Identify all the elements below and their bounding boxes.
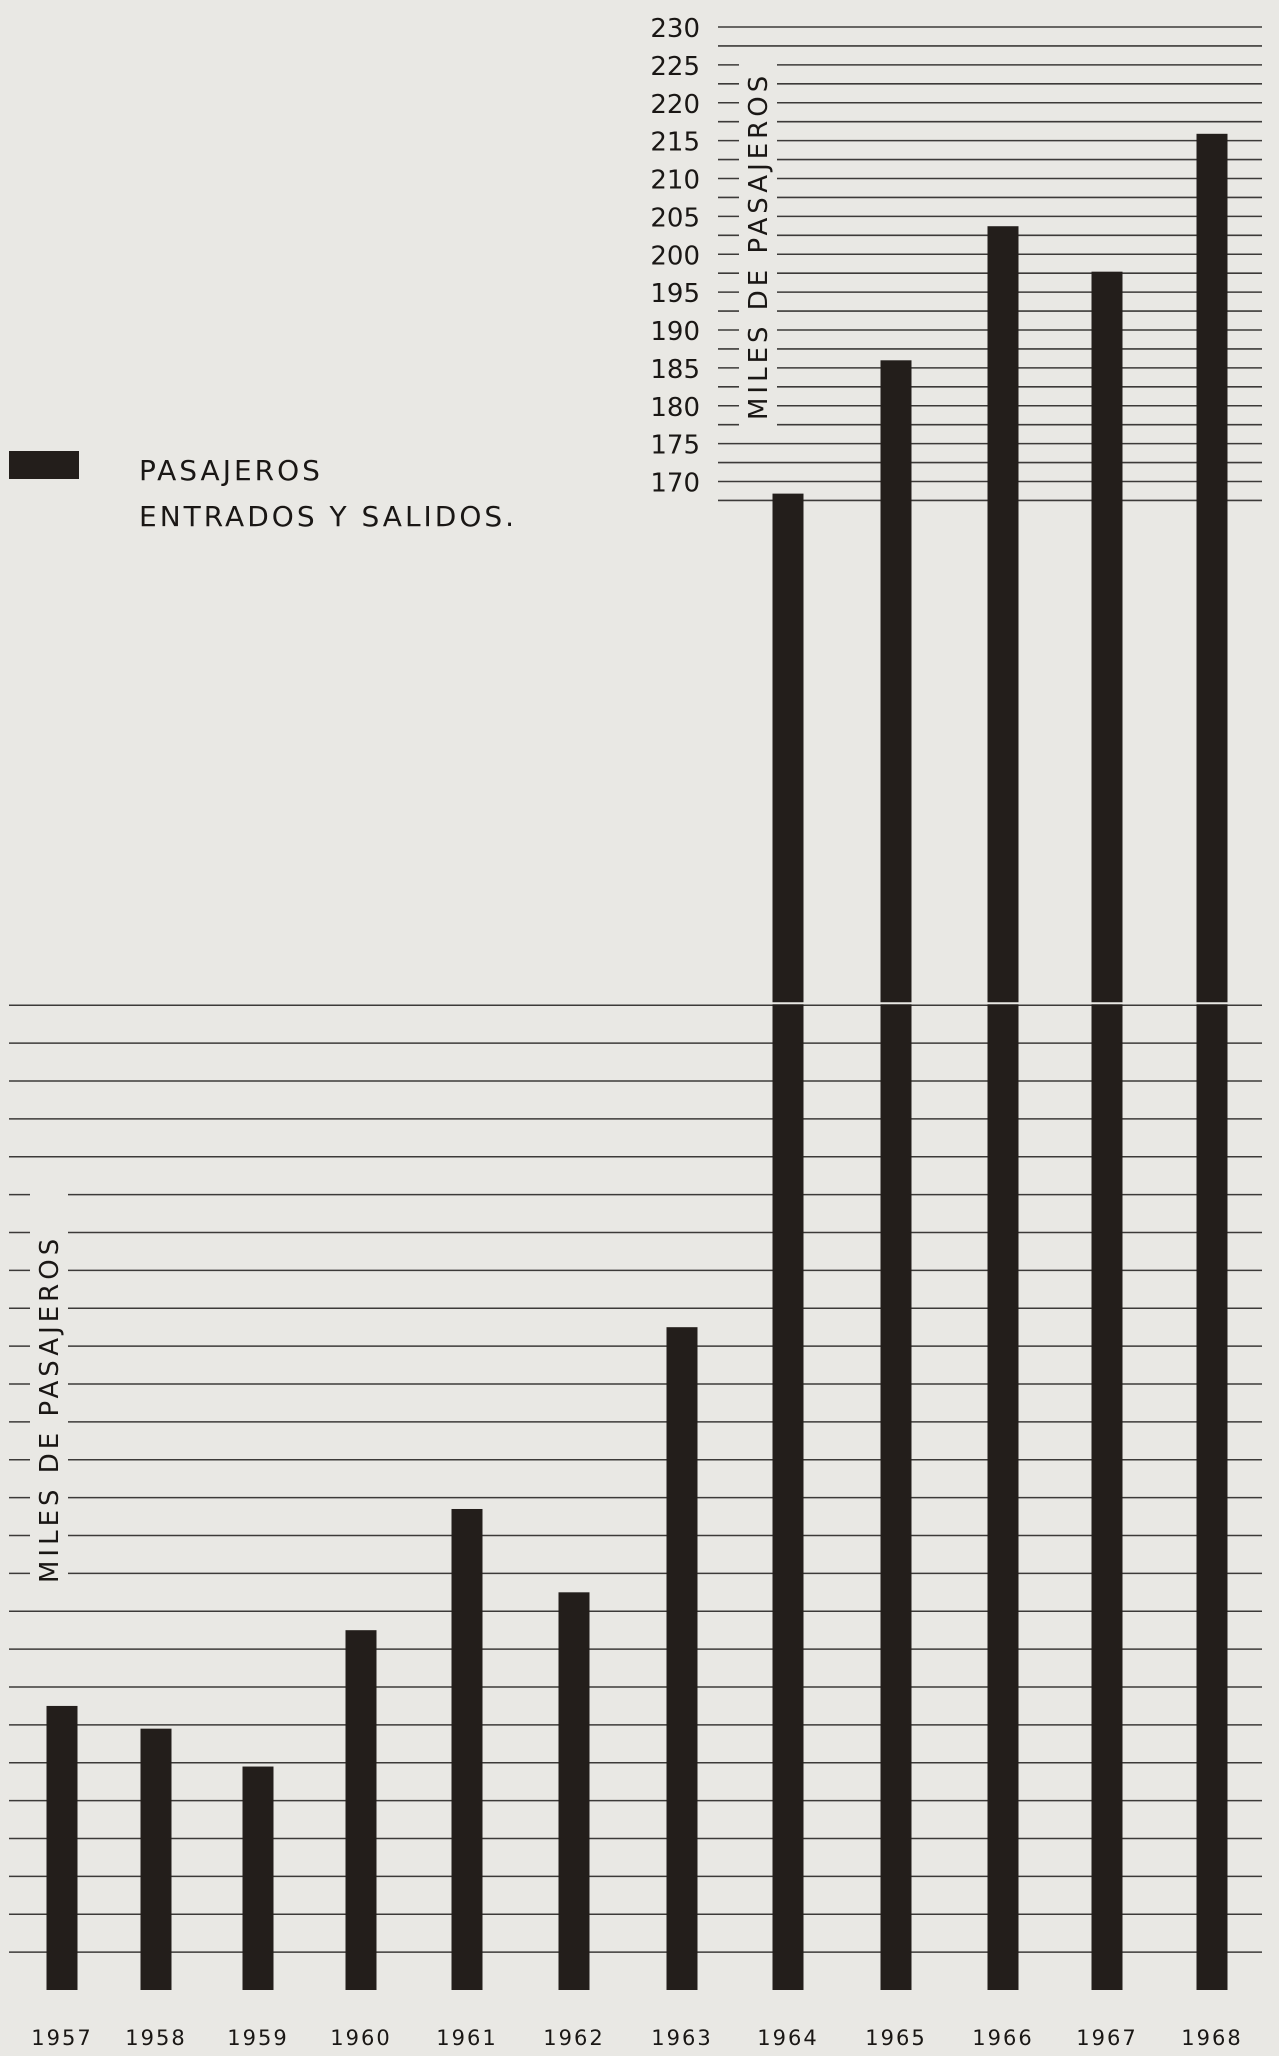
y-tick-label: 215 (650, 128, 700, 158)
y-axis-label-lower: MILES DE PASAJEROS (35, 1235, 65, 1583)
y-tick-label: 185 (650, 355, 700, 385)
y-tick-label: 230 (650, 14, 700, 44)
x-tick-label: 1958 (125, 2026, 186, 2050)
x-tick-label: 1960 (330, 2026, 391, 2050)
bar-1963 (666, 1327, 698, 1990)
y-tick-labels: 170 175 180 185 190 195 200 205 210 215 220 225 230 (650, 14, 700, 499)
lower-gridlines (9, 1004, 1262, 1953)
x-tick-label: 1961 (436, 2026, 497, 2050)
x-tick-label: 1962 (543, 2026, 604, 2050)
x-tick-label: 1957 (31, 2026, 92, 2050)
bar-1967 (1091, 271, 1123, 1990)
x-tick-label: 1967 (1076, 2026, 1137, 2050)
legend-label-line1: PASAJEROS (139, 454, 323, 487)
bar-1968 (1196, 133, 1228, 1990)
x-tick-label: 1965 (865, 2026, 926, 2050)
x-tick-labels: 1957 1958 1959 1960 1961 1962 1963 1964 1965 1966… (31, 2026, 1242, 2050)
y-tick-label: 220 (650, 90, 700, 120)
y-tick-label: 195 (650, 279, 700, 309)
bar-1958 (140, 1728, 172, 1990)
bar-1959 (242, 1766, 274, 1990)
bar-1962 (558, 1592, 590, 1990)
y-tick-label: 225 (650, 52, 700, 82)
x-tick-label: 1968 (1181, 2026, 1242, 2050)
bar-1965 (880, 360, 912, 1990)
legend-label-line2: ENTRADOS Y SALIDOS. (139, 500, 517, 533)
legend-swatch (9, 451, 79, 479)
y-tick-label: 175 (650, 431, 700, 461)
y-tick-label: 205 (650, 203, 700, 233)
y-tick-label: 190 (650, 317, 700, 347)
y-tick-label: 170 (650, 469, 700, 499)
bar-1960 (345, 1630, 377, 1990)
x-tick-label: 1964 (757, 2026, 818, 2050)
x-tick-label: 1966 (972, 2026, 1033, 2050)
y-tick-label: 200 (650, 241, 700, 271)
y-tick-label: 180 (650, 393, 700, 423)
y-axis-label-upper: MILES DE PASAJEROS (744, 72, 774, 420)
bars (46, 133, 1229, 1990)
bar-1961 (451, 1508, 483, 1990)
bar-1957 (46, 1705, 78, 1990)
x-tick-label: 1959 (227, 2026, 288, 2050)
legend: PASAJEROS ENTRADOS Y SALIDOS. (9, 451, 517, 533)
bar-1966 (987, 226, 1019, 1990)
y-tick-label: 210 (650, 166, 700, 196)
x-tick-label: 1963 (651, 2026, 712, 2050)
bar-1964 (772, 493, 804, 1990)
